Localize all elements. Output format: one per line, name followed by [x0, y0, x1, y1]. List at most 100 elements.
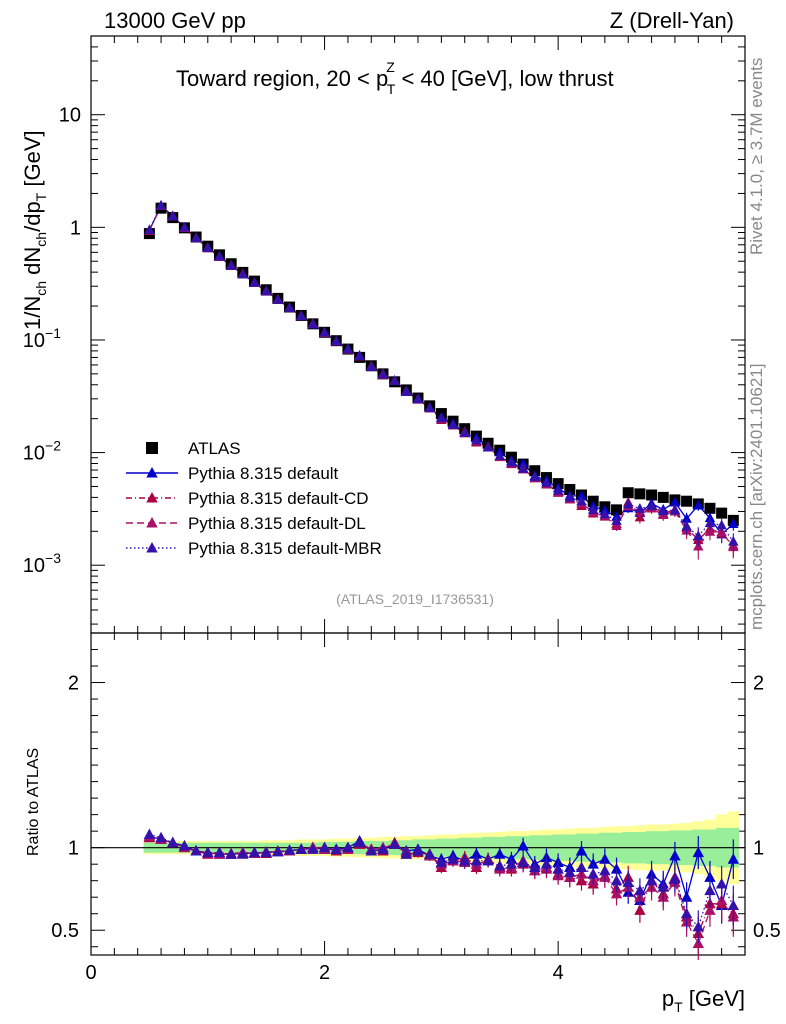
- x-tick-label: 0: [85, 962, 96, 984]
- ratio-point: [634, 904, 646, 915]
- ratio-point: [564, 866, 576, 877]
- ratio-point: [727, 853, 740, 864]
- legend-label: Pythia 8.315 default-DL: [188, 514, 366, 533]
- ratio-point: [552, 863, 564, 874]
- ratio-point: [692, 846, 704, 858]
- main-point: [155, 199, 167, 210]
- main-point: [307, 318, 319, 329]
- main-point: [167, 210, 178, 221]
- x-axis-label: pT [GeV]: [662, 986, 745, 1015]
- main-point: [179, 221, 190, 232]
- ratio-point: [575, 861, 588, 872]
- main-point: [459, 427, 470, 437]
- main-point: [482, 441, 494, 452]
- ratio-point: [482, 854, 494, 866]
- tick-exponent: −3: [45, 550, 61, 566]
- main-point: [295, 310, 307, 321]
- main-point: [634, 503, 646, 513]
- tick-base: 10: [23, 555, 45, 577]
- ratio-point: [575, 844, 588, 856]
- ratio-point: [423, 848, 436, 859]
- legend-label: Pythia 8.315 default-CD: [188, 489, 369, 508]
- ratio-point: [704, 884, 716, 896]
- legend-label: Pythia 8.315 default: [188, 464, 339, 483]
- ratio-point: [412, 844, 424, 856]
- main-point: [517, 463, 529, 473]
- side-rivet-label: Rivet 4.1.0, ≥ 3.7M events: [747, 58, 766, 255]
- main-point: [342, 343, 354, 354]
- ratio-point: [377, 843, 389, 854]
- ratio-point: [610, 874, 623, 886]
- tick-base: 10: [59, 105, 81, 127]
- main-point: [424, 402, 435, 412]
- ratio-y-tick-label-right: 0.5: [753, 920, 781, 942]
- main-point: [693, 530, 704, 541]
- ratio-point: [283, 844, 296, 855]
- main-y-tick-label: 10−2: [23, 438, 61, 465]
- plot-title-sub: T: [387, 81, 396, 97]
- ratio-point: [143, 828, 156, 839]
- ratio-point: [178, 840, 191, 851]
- main-point: [412, 393, 424, 404]
- main-point: [704, 517, 716, 528]
- legend: ATLAS Pythia 8.315 default Pythia 8.315 de…: [126, 439, 382, 558]
- ratio-panel: 0 2 4 0.5 0.5 1 1 2 2: [51, 632, 781, 984]
- main-point: [144, 224, 155, 234]
- ratio-point: [330, 843, 342, 854]
- main-point: [541, 477, 552, 487]
- main-point: [669, 504, 681, 515]
- main-point: [506, 456, 517, 467]
- ratio-point: [715, 877, 728, 889]
- ratio-point: [587, 868, 599, 879]
- main-point: [716, 519, 727, 530]
- atlas-point: [646, 489, 658, 501]
- main-point: [587, 504, 599, 514]
- ratio-point: [680, 907, 693, 919]
- ratio-point: [307, 843, 319, 854]
- main-point: [436, 412, 447, 423]
- main-point: [576, 495, 587, 506]
- ratio-point: [494, 848, 506, 859]
- ratio-point: [435, 856, 448, 868]
- ratio-y-tick-label-right: 1: [753, 838, 764, 860]
- ratio-point: [190, 844, 202, 856]
- ratio-point: [517, 840, 529, 851]
- main-point: [214, 250, 225, 261]
- atlas-point: [716, 507, 728, 519]
- ratio-point: [540, 858, 553, 869]
- ratio-point: [318, 841, 331, 853]
- atlas-point: [657, 491, 669, 503]
- atlas-point: [681, 495, 693, 507]
- ratio-point: [645, 874, 658, 886]
- main-point: [284, 302, 295, 312]
- ratio-point: [704, 904, 716, 915]
- atlas-point: [564, 484, 576, 496]
- main-point: [622, 498, 634, 509]
- ratio-point: [599, 864, 611, 876]
- ratio-point: [447, 853, 459, 864]
- main-point: [272, 294, 284, 304]
- atlas-point: [622, 487, 634, 499]
- ratio-y-tick-label: 2: [68, 673, 79, 695]
- main-point: [260, 285, 272, 296]
- ratio-point: [610, 887, 623, 899]
- legend-label: ATLAS: [188, 439, 241, 458]
- tick-base: 10: [23, 330, 45, 352]
- ratio-point: [494, 859, 506, 871]
- main-point: [576, 490, 587, 501]
- ratio-point: [599, 853, 611, 864]
- ratio-point: [517, 856, 529, 868]
- main-point: [190, 232, 202, 243]
- tick-exponent: −1: [45, 325, 61, 341]
- ratio-point: [470, 848, 483, 859]
- main-point: [202, 242, 214, 252]
- main-point: [389, 375, 400, 385]
- ratio-point: [248, 846, 261, 858]
- legend-marker-atlas: [146, 442, 158, 454]
- ratio-point: [459, 854, 471, 866]
- main-point: [401, 386, 412, 397]
- main-point: [669, 496, 681, 507]
- main-point: [681, 513, 692, 523]
- main-point: [225, 260, 237, 270]
- energy-label: 13000 GeV pp: [104, 8, 246, 33]
